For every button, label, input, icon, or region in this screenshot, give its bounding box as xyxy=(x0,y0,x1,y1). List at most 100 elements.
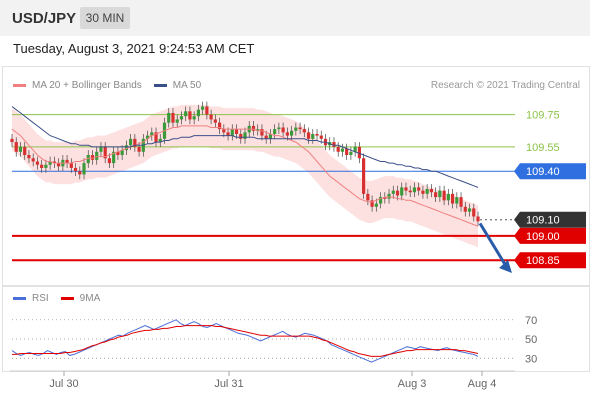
candle-body xyxy=(86,155,90,164)
candle-body xyxy=(124,145,128,151)
candle xyxy=(362,153,366,199)
rsi-ma-line xyxy=(12,325,479,357)
candle xyxy=(268,129,273,144)
candle-body xyxy=(298,127,302,130)
candle-body xyxy=(137,146,141,152)
candle-body xyxy=(48,161,52,165)
level-108.85: 108.85 xyxy=(12,252,586,269)
candle xyxy=(345,143,349,160)
candle xyxy=(336,142,340,157)
candle-body xyxy=(450,193,455,204)
candle-body xyxy=(315,133,319,136)
candle xyxy=(370,195,374,212)
candle-body xyxy=(362,158,366,194)
candle xyxy=(107,153,112,168)
candle xyxy=(421,185,425,199)
candle-body xyxy=(429,189,433,193)
candle xyxy=(129,133,133,151)
support-tag xyxy=(514,252,586,269)
candle-body xyxy=(167,112,171,123)
candle xyxy=(243,127,247,144)
candle xyxy=(442,185,446,206)
ma50-line xyxy=(11,106,479,188)
candle-body xyxy=(230,129,234,136)
candle-body xyxy=(268,133,273,139)
candle-body xyxy=(107,158,112,164)
candle xyxy=(290,125,294,141)
candle-body xyxy=(95,151,99,160)
candle xyxy=(455,192,459,209)
candle xyxy=(188,106,192,125)
candle-body xyxy=(99,146,103,152)
candle xyxy=(383,192,387,204)
candle xyxy=(213,114,217,128)
rsi-panel xyxy=(2,286,590,372)
forecast-arrow-shaft xyxy=(478,222,508,267)
last_price-tag xyxy=(514,211,586,228)
candle-body xyxy=(302,129,306,133)
candle-body xyxy=(10,138,14,143)
support-tag xyxy=(514,227,586,244)
candle xyxy=(226,127,230,141)
candle xyxy=(57,158,61,172)
candle-body xyxy=(205,106,209,115)
candle xyxy=(40,159,44,173)
candle xyxy=(340,143,345,157)
candle-body xyxy=(391,190,395,194)
candle xyxy=(450,189,455,209)
candle-body xyxy=(52,161,56,164)
candle xyxy=(446,189,450,206)
candle xyxy=(120,145,124,160)
timeframe-badge[interactable]: 30 MIN xyxy=(80,7,130,29)
candle xyxy=(476,211,480,227)
candle-body xyxy=(395,190,400,196)
candle-body xyxy=(217,122,222,130)
candle xyxy=(133,133,137,152)
candle-body xyxy=(412,187,417,193)
research-credit: Research © 2021 Trading Central xyxy=(430,80,580,91)
candle-body xyxy=(463,206,467,212)
candle xyxy=(18,142,23,157)
candle xyxy=(31,153,35,167)
candle xyxy=(69,158,73,173)
last_price-tag-text: 109.10 xyxy=(526,215,560,227)
candle-body xyxy=(213,119,217,123)
candle-body xyxy=(404,187,408,191)
x-tick-label: Aug 3 xyxy=(398,378,427,390)
candle xyxy=(23,142,27,160)
candle xyxy=(400,182,404,201)
candle-body xyxy=(319,135,323,139)
candle-body xyxy=(23,146,27,156)
candle xyxy=(48,156,52,170)
candle-body xyxy=(201,106,205,110)
candle-body xyxy=(425,189,429,194)
level-109.10: 109.10 xyxy=(480,211,586,228)
candle-body xyxy=(78,171,82,175)
candle xyxy=(366,189,370,206)
candle-body xyxy=(442,190,446,201)
candle-body xyxy=(154,132,158,143)
candle xyxy=(281,122,285,138)
candle-body xyxy=(145,135,150,139)
candle xyxy=(429,184,433,198)
candle-body xyxy=(171,112,175,123)
candle xyxy=(201,101,205,115)
candle-body xyxy=(387,193,391,199)
candle xyxy=(209,109,213,125)
candle xyxy=(353,142,357,157)
candle xyxy=(124,140,128,156)
pivot-tag xyxy=(514,163,586,180)
candle xyxy=(298,122,302,134)
candle xyxy=(472,203,476,222)
legend-9ma-label: 9MA xyxy=(79,293,101,304)
rsi-tick-label: 50 xyxy=(525,334,537,346)
candle-body xyxy=(234,129,239,134)
candle xyxy=(319,130,323,144)
candle xyxy=(171,108,175,128)
candle-body xyxy=(31,158,35,162)
candle xyxy=(391,185,395,199)
candle xyxy=(86,150,90,168)
candle xyxy=(78,166,82,180)
price-chart: 109.75 109.55 109.40 109.10 109.00 108.85 xyxy=(10,101,586,273)
candle-body xyxy=(273,129,277,134)
